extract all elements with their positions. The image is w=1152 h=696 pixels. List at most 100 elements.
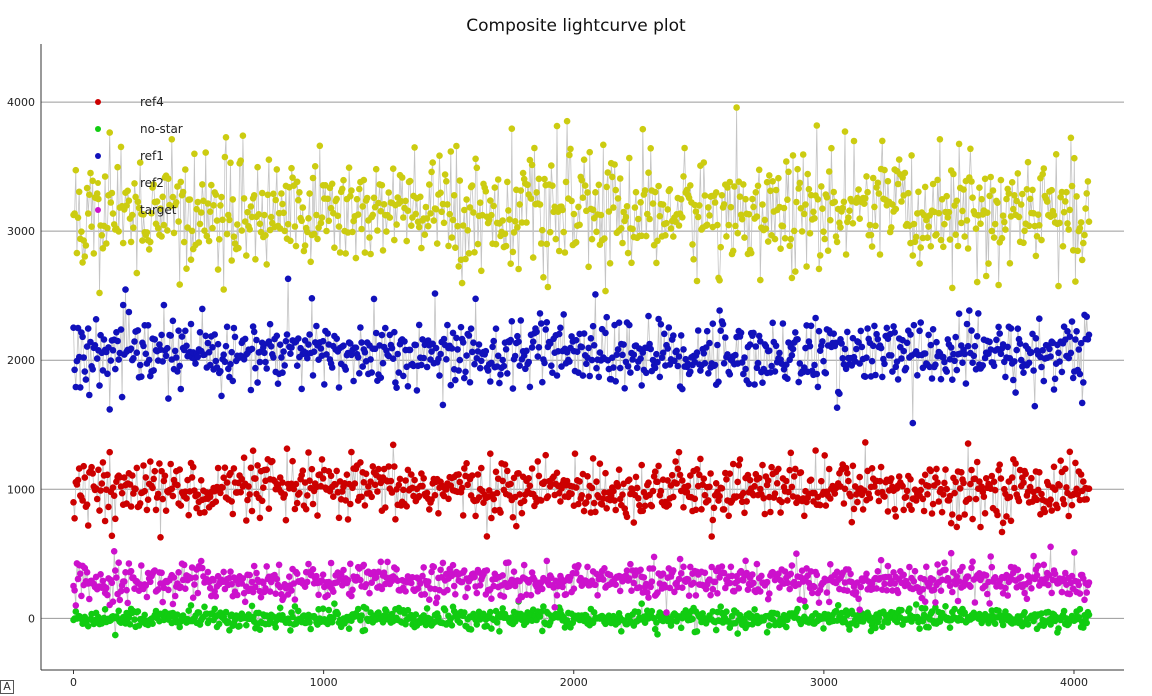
- data-point-ref4: [934, 479, 941, 486]
- data-point-no-star: [537, 608, 545, 616]
- data-point-ref4: [924, 491, 931, 498]
- data-point-ref1: [772, 342, 780, 350]
- data-point-ref1: [461, 374, 468, 382]
- data-point-ref2: [785, 168, 792, 176]
- data-point-ref1: [359, 363, 367, 370]
- data-point-target: [246, 571, 253, 579]
- data-point-ref1: [862, 373, 869, 381]
- data-point-ref2: [358, 225, 365, 233]
- data-point-ref2: [472, 155, 479, 163]
- data-point-target: [1017, 573, 1025, 581]
- data-point-ref1: [492, 325, 500, 333]
- data-point-no-star: [898, 606, 905, 614]
- data-point-target: [262, 585, 269, 592]
- data-point-ref2: [830, 188, 837, 196]
- data-point-target: [170, 574, 178, 581]
- data-point-ref1: [482, 347, 490, 355]
- data-point-ref4: [720, 506, 728, 513]
- data-point-ref1: [118, 393, 126, 401]
- data-point-ref4: [525, 475, 532, 482]
- data-point-ref4: [937, 485, 945, 493]
- data-point-ref1: [1036, 315, 1043, 323]
- data-point-ref1: [367, 356, 374, 363]
- data-point-ref4: [708, 533, 715, 540]
- data-point-ref4: [998, 528, 1006, 536]
- data-point-ref2: [478, 267, 485, 275]
- data-point-ref1: [392, 379, 399, 386]
- data-point-ref4: [387, 477, 395, 485]
- data-point-target: [488, 595, 495, 602]
- data-point-ref1: [890, 323, 897, 330]
- data-point-ref1: [1030, 367, 1037, 374]
- data-point-ref2: [874, 179, 882, 187]
- data-point-target: [464, 584, 472, 592]
- data-point-ref1: [130, 355, 137, 362]
- data-point-ref2: [796, 179, 804, 187]
- data-point-ref2: [727, 203, 735, 211]
- data-point-ref2: [1013, 197, 1020, 205]
- data-point-ref2: [611, 161, 618, 168]
- data-point-ref1: [883, 324, 891, 332]
- data-point-ref4: [411, 476, 418, 484]
- data-point-ref1: [494, 352, 502, 360]
- data-point-ref2: [199, 181, 206, 188]
- data-point-ref2: [517, 187, 525, 194]
- data-point-no-star: [176, 623, 183, 631]
- data-point-ref4: [921, 471, 929, 479]
- data-point-ref2: [339, 185, 346, 193]
- data-point-target: [424, 578, 432, 585]
- data-point-ref1: [114, 337, 121, 345]
- data-point-ref2: [1066, 206, 1074, 214]
- data-point-ref2: [1023, 186, 1031, 193]
- data-point-ref2: [733, 104, 740, 111]
- data-point-ref4: [848, 518, 856, 526]
- data-point-ref2: [306, 190, 313, 197]
- data-point-target: [402, 588, 409, 595]
- data-point-ref4: [611, 497, 618, 504]
- data-point-target: [458, 578, 466, 586]
- data-point-target: [375, 568, 382, 576]
- data-point-target: [884, 562, 892, 570]
- data-point-ref2: [516, 201, 523, 208]
- data-point-no-star: [912, 601, 920, 608]
- data-point-ref1: [586, 372, 593, 380]
- data-point-ref2: [1074, 247, 1081, 255]
- data-point-ref2: [831, 198, 839, 206]
- data-point-ref1: [620, 341, 627, 348]
- data-point-ref1: [933, 338, 940, 346]
- data-point-ref1: [81, 368, 89, 375]
- data-point-target: [426, 596, 433, 603]
- data-point-ref1: [815, 327, 823, 335]
- data-point-ref4: [362, 470, 370, 478]
- data-point-ref2: [264, 191, 272, 199]
- data-point-ref2: [408, 222, 415, 229]
- data-point-target: [241, 598, 249, 606]
- data-point-ref2: [491, 184, 499, 191]
- data-point-ref1: [871, 322, 878, 330]
- data-point-ref1: [788, 352, 796, 359]
- legend-label-target: target: [140, 203, 177, 217]
- data-point-target: [257, 593, 265, 601]
- data-point-no-star: [651, 625, 659, 633]
- data-point-ref1: [293, 362, 301, 370]
- data-point-ref2: [855, 186, 862, 193]
- data-point-no-star: [84, 622, 92, 630]
- data-point-no-star: [291, 603, 299, 610]
- data-point-ref2: [533, 189, 540, 196]
- data-point-ref2: [724, 184, 731, 191]
- data-point-target: [420, 564, 428, 571]
- data-point-ref1: [340, 342, 347, 350]
- data-point-target: [461, 567, 468, 574]
- data-point-target: [77, 570, 84, 577]
- data-point-ref1: [504, 370, 511, 377]
- data-point-ref1: [418, 361, 425, 369]
- data-point-ref1: [267, 343, 275, 350]
- legend-label-ref2: ref2: [140, 176, 164, 190]
- data-point-ref2: [78, 228, 85, 235]
- data-point-ref1: [921, 350, 929, 357]
- data-point-ref1: [966, 307, 973, 314]
- data-point-ref4: [697, 455, 704, 463]
- data-point-ref1: [762, 342, 770, 350]
- data-point-ref4: [675, 448, 683, 456]
